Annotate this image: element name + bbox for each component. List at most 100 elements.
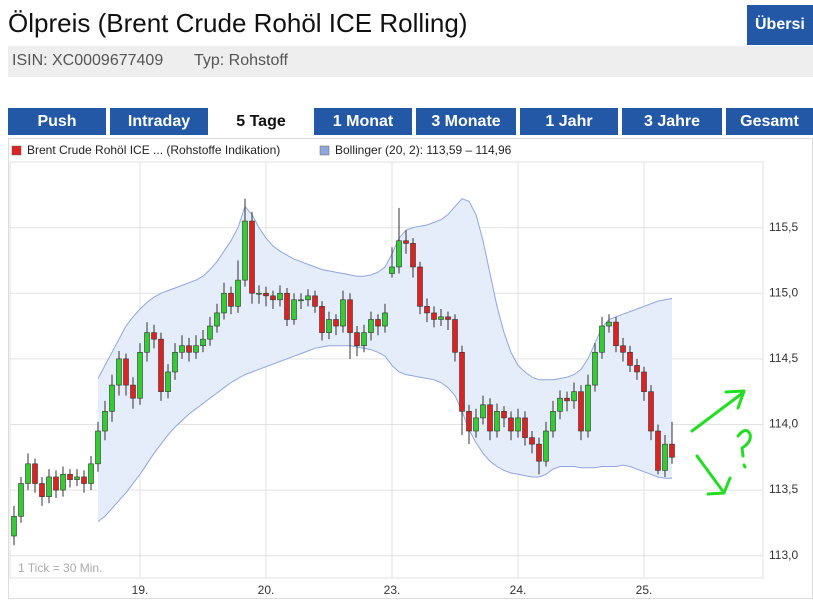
tab-label[interactable]: 3 Jahre bbox=[644, 113, 700, 130]
chart: Brent Crude Rohöl ICE ... (Rohstoffe Ind… bbox=[9, 143, 798, 597]
candle-body bbox=[81, 476, 87, 484]
candle-body bbox=[508, 417, 514, 432]
candle-body bbox=[473, 417, 479, 432]
legend-label: Bollinger (20, 2): 113,59 – 114,96 bbox=[335, 143, 512, 157]
info-band bbox=[8, 46, 813, 77]
candle-body bbox=[53, 476, 59, 491]
candle-body bbox=[459, 351, 465, 412]
candle-body bbox=[627, 351, 633, 366]
candle-body bbox=[319, 306, 325, 333]
candle-body bbox=[179, 345, 185, 353]
candle-body bbox=[333, 319, 339, 327]
candle-body bbox=[494, 411, 500, 432]
candle-body bbox=[291, 299, 297, 320]
tab[interactable] bbox=[416, 108, 516, 135]
candle-body bbox=[389, 266, 395, 274]
y-tick-label: 113,5 bbox=[769, 482, 798, 496]
candle-body bbox=[67, 474, 73, 480]
candle-body bbox=[144, 332, 150, 353]
candle-body bbox=[207, 325, 213, 340]
candle-body bbox=[564, 397, 570, 402]
tab-label[interactable]: Push bbox=[37, 113, 76, 130]
candle-body bbox=[221, 292, 227, 314]
candle-body bbox=[95, 430, 101, 465]
tab[interactable] bbox=[314, 108, 412, 135]
candle-body bbox=[25, 463, 31, 484]
candle-body bbox=[256, 292, 262, 295]
overview-button[interactable] bbox=[747, 5, 813, 45]
tab[interactable] bbox=[622, 108, 722, 135]
y-tick-label: 114,5 bbox=[769, 351, 798, 365]
candle-body bbox=[403, 240, 409, 244]
tab[interactable] bbox=[726, 108, 813, 135]
y-tick-label: 115,5 bbox=[769, 220, 798, 234]
candle-body bbox=[354, 332, 360, 347]
candle-body bbox=[326, 319, 332, 333]
candle-body bbox=[557, 397, 563, 412]
candle-body bbox=[270, 295, 276, 301]
tab-label[interactable]: 1 Monat bbox=[333, 113, 394, 130]
isin: ISIN: XC0009677409 bbox=[12, 52, 163, 69]
candle-body bbox=[417, 266, 423, 307]
candle-body bbox=[501, 411, 507, 419]
x-tick-label: 24. bbox=[510, 583, 527, 597]
candle-body bbox=[39, 483, 45, 497]
x-tick-label: 20. bbox=[258, 583, 275, 597]
candle-body bbox=[263, 292, 269, 297]
candle-body bbox=[424, 306, 430, 314]
candle-body bbox=[669, 443, 675, 458]
candle-body bbox=[46, 476, 52, 497]
tab[interactable] bbox=[212, 108, 310, 135]
candle-body bbox=[382, 312, 388, 327]
candle-body bbox=[662, 443, 668, 471]
candle-body bbox=[186, 345, 192, 353]
candle-body bbox=[277, 292, 283, 301]
candle-body bbox=[249, 220, 255, 294]
candle-body bbox=[578, 391, 584, 432]
candle-body bbox=[466, 411, 472, 432]
candle-body bbox=[340, 299, 346, 327]
candle-body bbox=[585, 384, 591, 432]
page-title: Ölpreis (Brent Crude Rohöl ICE Rolling) bbox=[8, 8, 468, 38]
candle-body bbox=[536, 443, 542, 462]
candle-body bbox=[550, 411, 556, 432]
candle-body bbox=[410, 243, 416, 268]
candle-body bbox=[165, 371, 171, 392]
candle-body bbox=[592, 351, 598, 386]
candle-body bbox=[109, 384, 115, 412]
bollinger-lower bbox=[97, 345, 672, 522]
candle-body bbox=[18, 483, 24, 517]
candle-body bbox=[228, 292, 234, 307]
bollinger-upper bbox=[97, 198, 673, 381]
candle-body bbox=[634, 365, 640, 373]
tab-label[interactable]: 1 Jahr bbox=[545, 113, 592, 130]
candle-body bbox=[368, 319, 374, 333]
tab-label[interactable]: Gesamt bbox=[740, 113, 799, 130]
candle-body bbox=[193, 345, 199, 353]
overview-label[interactable]: Übersi bbox=[755, 14, 805, 33]
candle-body bbox=[312, 295, 318, 307]
candle-body bbox=[515, 417, 521, 432]
y-tick-label: 115,0 bbox=[769, 285, 798, 299]
down-arrow bbox=[695, 454, 732, 496]
tab[interactable] bbox=[110, 108, 208, 135]
tab[interactable] bbox=[520, 108, 618, 135]
tick-note: 1 Tick = 30 Min. bbox=[18, 561, 102, 575]
y-tick-label: 114,0 bbox=[769, 417, 798, 431]
tab[interactable] bbox=[8, 108, 106, 135]
candle-body bbox=[151, 332, 157, 340]
legend-swatch bbox=[11, 145, 22, 156]
y-tick-label: 113,0 bbox=[769, 548, 798, 562]
tab-label[interactable]: Intraday bbox=[128, 113, 190, 130]
candle-body bbox=[606, 321, 612, 327]
candle-body bbox=[242, 220, 248, 281]
tab-label[interactable]: 5 Tage bbox=[236, 113, 286, 130]
candle-body bbox=[347, 299, 353, 333]
bollinger-fill bbox=[98, 198, 672, 522]
candle-body bbox=[158, 338, 164, 392]
question-mark bbox=[736, 429, 752, 469]
tab-label[interactable]: 3 Monate bbox=[431, 113, 500, 130]
candle-body bbox=[529, 437, 535, 445]
candle-body bbox=[88, 463, 94, 484]
